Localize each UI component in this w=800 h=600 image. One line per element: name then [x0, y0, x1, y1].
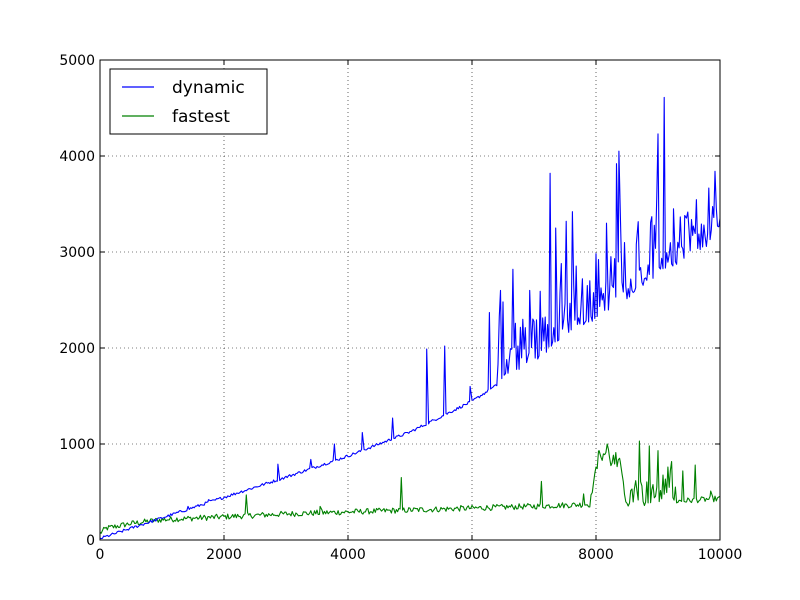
- y-tick-label: 0: [86, 533, 95, 549]
- y-tick-label: 2000: [59, 341, 95, 357]
- x-tick-label: 6000: [454, 547, 490, 563]
- x-tick-label: 0: [96, 547, 105, 563]
- x-tick-label: 4000: [330, 547, 366, 563]
- y-tick-label: 5000: [59, 53, 95, 69]
- plot-frame: [99, 59, 721, 541]
- x-tick-label: 2000: [206, 547, 242, 563]
- grid-lines: [100, 60, 720, 540]
- series-line-fastest: [99, 440, 721, 534]
- legend-box: [109, 68, 268, 135]
- axis-ticks: 0 2000 4000 6000 8000 10000 0 1000 2000 3000 4000 5…: [59, 53, 742, 563]
- legend: dynamic fastest: [109, 68, 268, 135]
- y-tick-label: 4000: [59, 149, 95, 165]
- y-tick-label: 3000: [59, 245, 95, 261]
- legend-label-dynamic: dynamic: [172, 78, 245, 98]
- series-line-dynamic: [99, 96, 721, 540]
- x-tick-label: 10000: [698, 547, 743, 563]
- series-layer: [99, 96, 721, 540]
- x-tick-label: 8000: [578, 547, 614, 563]
- y-tick-label: 1000: [59, 437, 95, 453]
- legend-label-fastest: fastest: [172, 107, 230, 127]
